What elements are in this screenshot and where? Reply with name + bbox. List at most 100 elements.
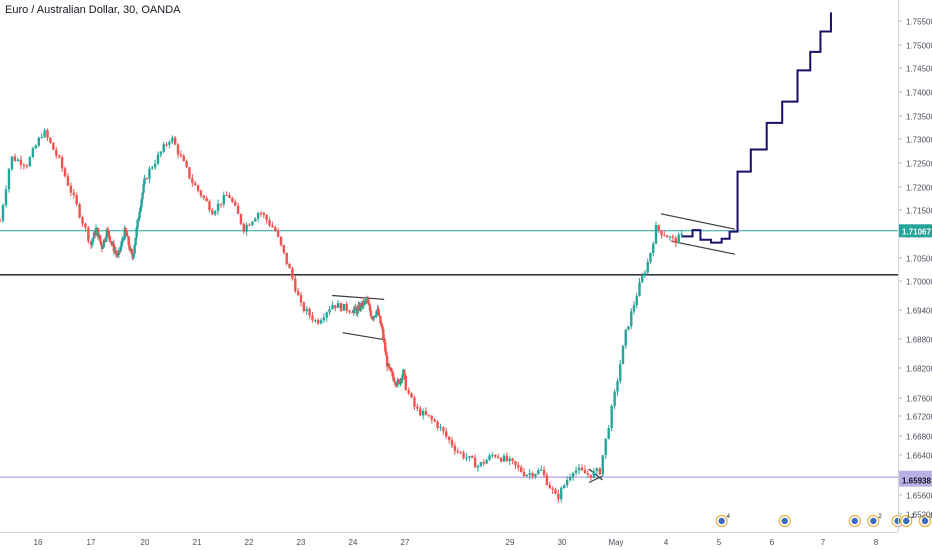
candle-body: [262, 213, 266, 216]
candle-body: [176, 144, 180, 155]
candle-body: [354, 306, 357, 310]
candle-body: [102, 239, 106, 247]
candle-body: [236, 205, 240, 214]
event-marker-icon[interactable]: 2: [900, 514, 916, 528]
candle-body: [123, 228, 126, 239]
candle-body: [382, 329, 385, 339]
candle-body: [646, 262, 649, 273]
price-tick-label: 1.69400: [906, 307, 932, 316]
candle-body: [13, 156, 17, 161]
event-marker-icon[interactable]: [778, 514, 791, 528]
candle-body: [641, 275, 644, 283]
candle-body: [514, 461, 517, 466]
candle-body: [130, 248, 133, 254]
candle-body: [115, 252, 119, 256]
candle-body: [476, 465, 480, 468]
candle-body: [138, 211, 141, 219]
candle-body: [372, 316, 375, 319]
candle-body: [122, 238, 125, 240]
event-marker-icon[interactable]: [891, 514, 904, 528]
event-marker-icon[interactable]: 4: [715, 514, 731, 528]
candle-body: [369, 310, 373, 317]
candle-body: [610, 405, 613, 429]
candle-body: [491, 455, 494, 457]
candle-body: [316, 320, 320, 324]
candle-body: [677, 234, 680, 244]
candle-body: [145, 178, 148, 180]
candle-body: [395, 384, 398, 386]
candle-body: [202, 195, 205, 198]
event-core: [903, 517, 910, 525]
candle-body: [348, 310, 351, 313]
candle-body: [508, 458, 511, 461]
candle-body: [205, 197, 208, 202]
candle-body: [132, 253, 135, 258]
candle-body: [571, 472, 575, 477]
time-tick-label: 20: [141, 538, 150, 547]
candle-body: [393, 381, 396, 383]
candle-body: [22, 164, 26, 166]
candle-body: [133, 245, 136, 254]
candle-body: [373, 316, 376, 318]
candle-body: [616, 381, 619, 392]
candle-body: [107, 230, 111, 237]
candle-body: [16, 159, 20, 161]
chart-title: Euro / Australian Dollar, 30, OANDA: [5, 4, 181, 16]
time-tick-label: 29: [506, 538, 515, 547]
candle-body: [10, 156, 14, 170]
candle-body: [601, 455, 604, 475]
candle-body: [394, 382, 397, 385]
candle-body: [334, 305, 337, 308]
candle-body: [179, 154, 183, 156]
candle-body: [4, 189, 8, 206]
candle-body: [663, 234, 666, 236]
candle-body: [305, 308, 308, 312]
candle-body: [342, 303, 346, 311]
candle-body: [356, 307, 359, 314]
candle-body: [410, 393, 413, 398]
candle-body: [52, 142, 55, 150]
candle-body: [119, 246, 122, 251]
candle-body: [390, 370, 394, 373]
candle-body: [383, 338, 386, 343]
candle-body: [551, 488, 554, 490]
price-tick-label: 1.75000: [906, 42, 932, 51]
candle-body: [185, 161, 188, 168]
time-tick-label: 22: [245, 538, 254, 547]
time-tick-label: 16: [34, 538, 43, 547]
candle-body: [127, 236, 130, 246]
candle-body: [225, 195, 228, 197]
candle-body: [339, 303, 343, 311]
candle-body: [58, 155, 61, 158]
event-marker-icon[interactable]: [918, 514, 932, 528]
candle-body: [34, 145, 38, 149]
time-tick-label: 30: [558, 538, 567, 547]
event-marker-icon[interactable]: [848, 514, 861, 528]
candle-body: [557, 493, 560, 499]
candle-body: [63, 168, 67, 177]
candle-body: [274, 227, 277, 231]
candle-body: [433, 419, 436, 422]
candle-body: [19, 159, 23, 165]
event-marker-icon[interactable]: 2: [867, 514, 883, 528]
candle-body: [416, 406, 419, 409]
candle-body: [680, 233, 683, 235]
candle-body: [351, 312, 354, 314]
candle-body: [162, 144, 165, 152]
candle-body: [430, 416, 433, 420]
candle-body: [55, 149, 58, 156]
flag-2-upper-line: [660, 213, 736, 230]
candle-body: [66, 176, 70, 186]
time-axis: 16 17 20 21 22 23 24 27 29 30 May 4 5 6 7 8: [34, 538, 879, 547]
candle-body: [604, 438, 607, 456]
candle-body: [254, 218, 257, 222]
candle-body: [285, 252, 288, 264]
candle-body: [96, 227, 100, 238]
candle-body: [583, 469, 587, 474]
candle-body: [279, 236, 283, 245]
time-tick-label: 8: [874, 538, 879, 547]
candle-body: [308, 308, 311, 316]
price-axis: 1.75500 1.75000 1.74500 1.74000 1.73500 1.730…: [898, 18, 932, 520]
price-tick-label: 1.68200: [906, 365, 932, 374]
